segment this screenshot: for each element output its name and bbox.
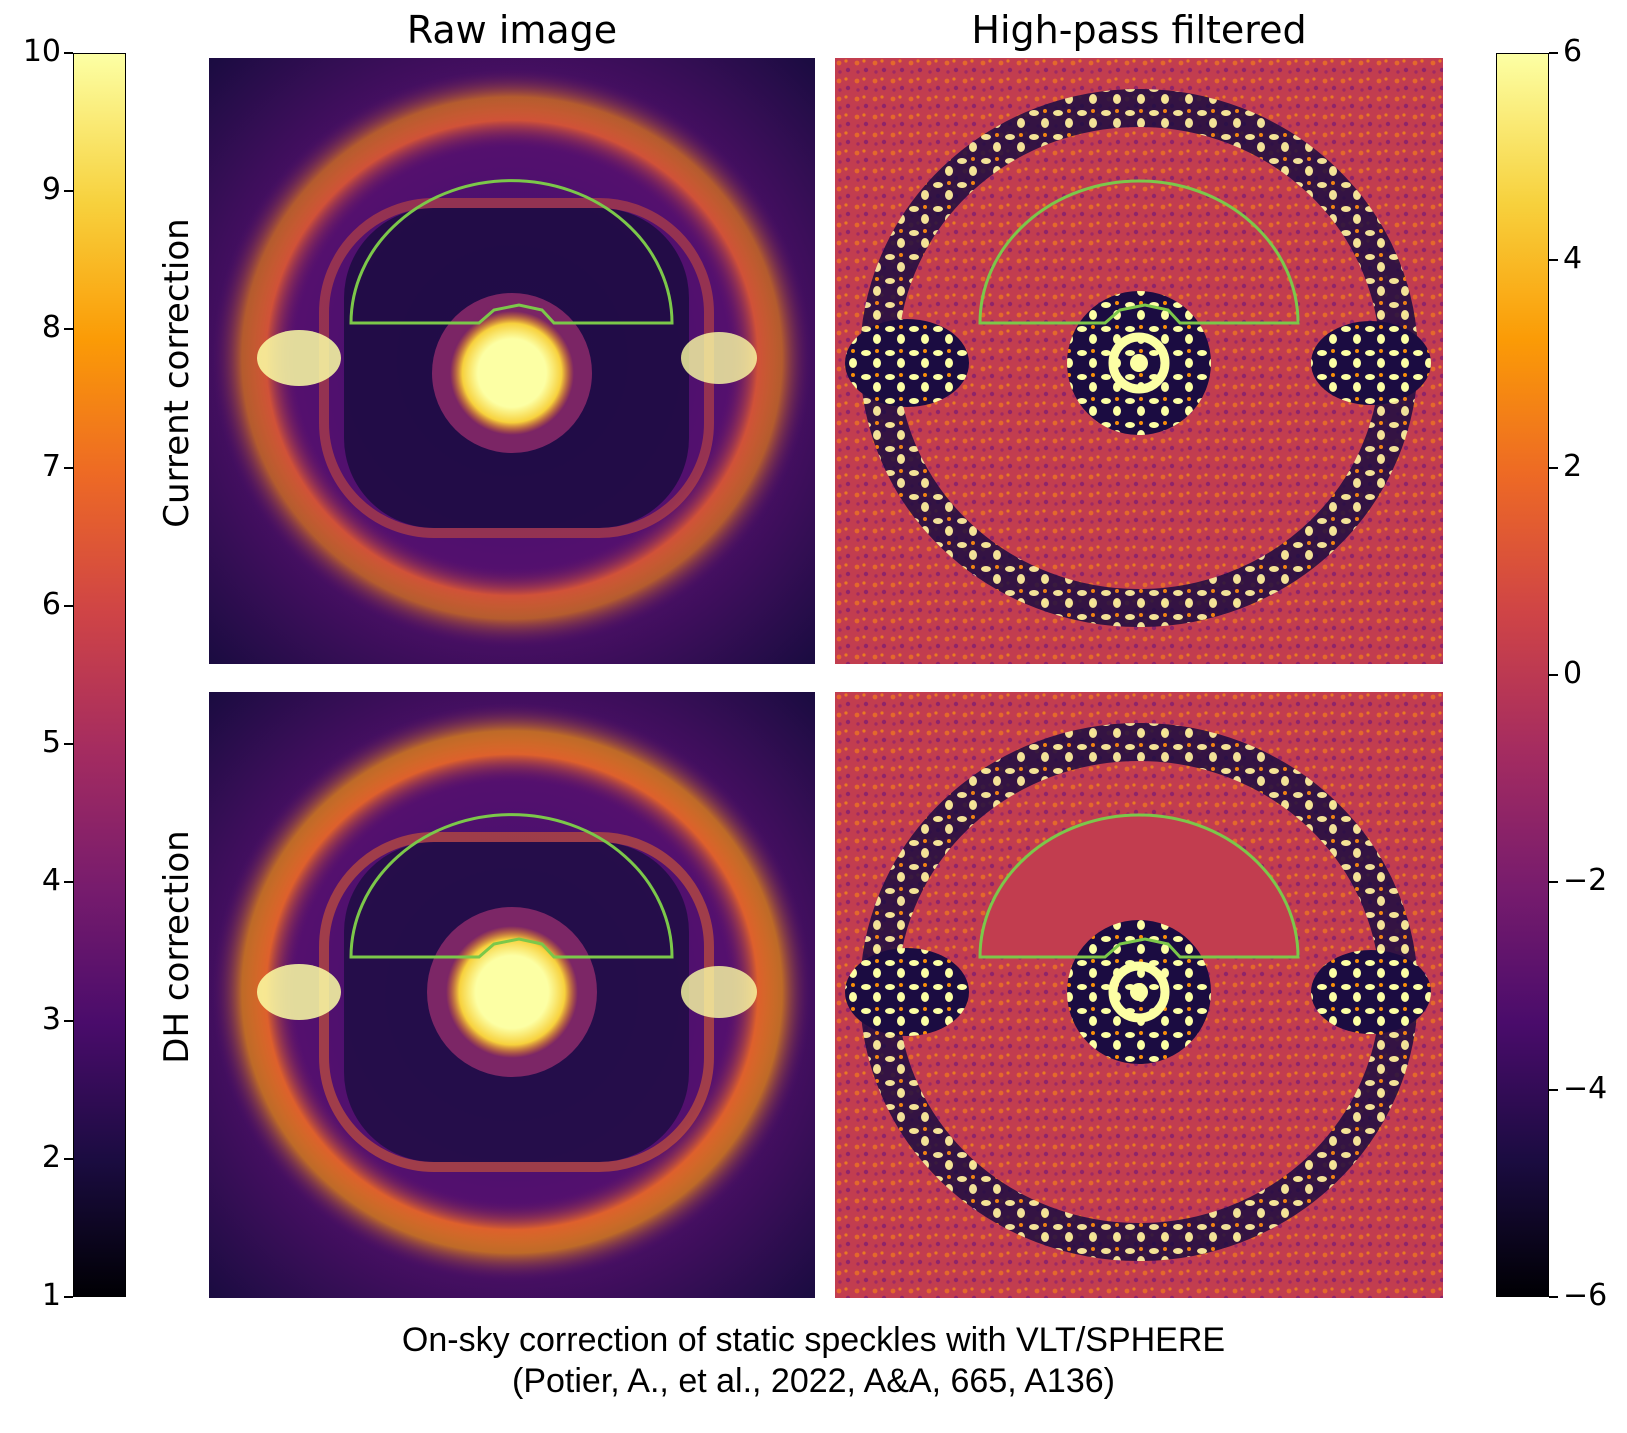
row-label-current: Current correction xyxy=(157,218,197,528)
right-tick-label: −2 xyxy=(1563,863,1608,899)
left-tick-label: 4 xyxy=(41,863,61,899)
panel-raw-current xyxy=(209,58,815,664)
caption-line-2: (Potier, A., et al., 2022, A&A, 665, A13… xyxy=(512,1362,1115,1401)
right-tick-mark xyxy=(1549,259,1558,262)
panel-highpass-current xyxy=(835,58,1443,664)
right-tick-label: −4 xyxy=(1563,1070,1608,1106)
right-tick-label: 6 xyxy=(1563,34,1583,69)
left-tick-mark xyxy=(64,328,73,331)
left-tick-mark xyxy=(64,743,73,746)
panel-highpass-dh xyxy=(835,692,1443,1298)
left-tick-label: 1 xyxy=(41,1278,61,1313)
left-tick-label: 5 xyxy=(41,725,61,761)
right-tick-label: 4 xyxy=(1563,241,1583,277)
right-tick-mark xyxy=(1549,674,1558,676)
right-tick-label: −6 xyxy=(1563,1278,1608,1313)
right-colorbar xyxy=(1496,53,1549,1297)
caption-line-1: On-sky correction of static speckles wit… xyxy=(401,1321,1226,1359)
right-tick-mark xyxy=(1549,1296,1558,1298)
left-tick-label: 6 xyxy=(41,586,61,622)
left-tick-mark xyxy=(64,1296,73,1298)
right-tick-mark xyxy=(1549,52,1558,54)
left-tick-mark xyxy=(64,1157,73,1160)
right-tick-mark xyxy=(1549,1088,1558,1091)
right-tick-mark xyxy=(1549,881,1558,884)
panel-raw-dh xyxy=(209,692,815,1298)
column-title-highpass: High-pass filtered xyxy=(971,8,1307,52)
left-tick-label: 2 xyxy=(41,1139,61,1175)
left-tick-mark xyxy=(64,190,73,193)
left-tick-mark xyxy=(64,52,73,54)
right-tick-label: 0 xyxy=(1563,656,1583,691)
row-label-dh: DH correction xyxy=(157,830,197,1064)
left-tick-mark xyxy=(64,466,73,469)
right-tick-label: 2 xyxy=(1563,448,1583,484)
left-tick-mark xyxy=(64,1019,73,1022)
left-tick-label: 7 xyxy=(41,448,61,484)
left-tick-label: 9 xyxy=(41,172,61,208)
left-tick-mark xyxy=(64,881,73,884)
column-title-raw: Raw image xyxy=(406,8,618,52)
left-tick-label: 8 xyxy=(41,310,61,346)
left-colorbar xyxy=(73,53,126,1297)
right-tick-mark xyxy=(1549,466,1558,469)
left-tick-label: 10 xyxy=(22,34,61,69)
left-tick-label: 3 xyxy=(41,1001,61,1037)
left-tick-mark xyxy=(64,604,73,607)
figure-caption: On-sky correction of static speckles wit… xyxy=(0,1320,1627,1403)
